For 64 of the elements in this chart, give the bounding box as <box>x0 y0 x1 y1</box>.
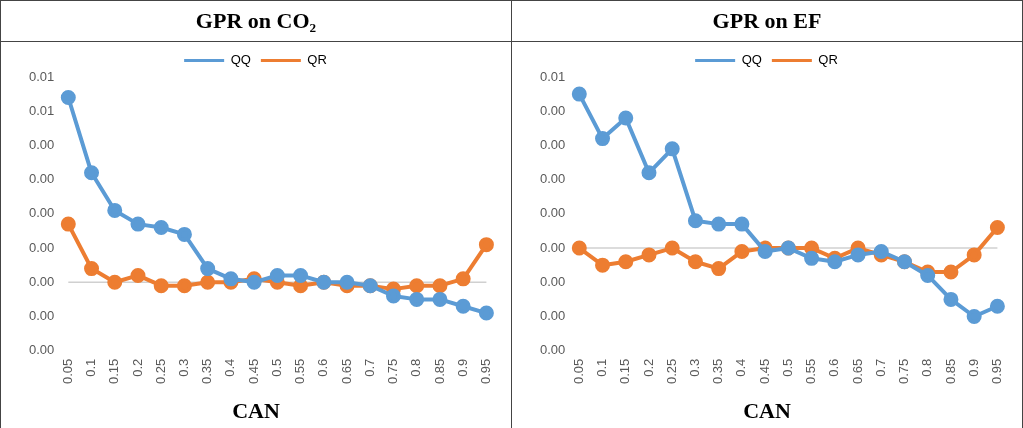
x-tick-label: 0.85 <box>942 358 958 385</box>
x-tick-label: 0.7 <box>872 358 888 377</box>
x-axis-title: CAN <box>742 398 792 424</box>
y-tick-label: 0.00 <box>28 308 55 324</box>
x-tick-label: 0.95 <box>988 358 1004 385</box>
y-tick-label: 0.00 <box>539 273 566 289</box>
y-tick-label: 0.00 <box>539 171 566 187</box>
x-tick-label: 0.45 <box>245 358 261 385</box>
y-tick-label: 0.00 <box>28 342 55 358</box>
x-tick-label: 0.8 <box>919 358 935 377</box>
y-tick-label: 0.00 <box>28 239 55 255</box>
legend-label: QQ <box>230 52 251 68</box>
x-tick-label: 0.55 <box>292 358 308 385</box>
x-tick-label: 0.45 <box>756 358 772 385</box>
y-tick-label: 0.00 <box>539 137 566 152</box>
x-tick-label: 0.05 <box>59 358 75 385</box>
x-tick-label: 0.95 <box>477 358 493 385</box>
y-tick-label: 0.01 <box>539 68 566 84</box>
x-tick-label: 0.4 <box>222 358 238 377</box>
x-tick-label: 0.55 <box>803 358 819 385</box>
x-tick-label: 0.1 <box>83 358 99 377</box>
x-tick-label: 0.1 <box>594 358 610 377</box>
x-tick-label: 0.15 <box>106 358 122 385</box>
x-tick-label: 0.2 <box>640 358 656 377</box>
y-tick-label: 0.00 <box>28 205 55 221</box>
x-tick-label: 0.2 <box>129 358 145 377</box>
y-tick-label: 0.00 <box>539 342 566 358</box>
x-tick-label: 0.9 <box>965 358 981 377</box>
x-tick-label: 0.15 <box>617 358 633 385</box>
x-tick-label: 0.3 <box>176 358 192 377</box>
chart-title: GPR on EF <box>512 0 1022 42</box>
x-tick-label: 0.65 <box>338 358 354 385</box>
x-tick-label: 0.5 <box>268 358 284 377</box>
x-tick-label: 0.5 <box>779 358 795 377</box>
y-tick-label: 0.01 <box>28 102 55 118</box>
legend-label: QR <box>818 52 838 68</box>
y-tick-label: 0.00 <box>28 171 55 187</box>
y-tick-label: 0.00 <box>539 205 566 221</box>
x-tick-label: 0.35 <box>710 358 726 385</box>
y-tick-label: 0.00 <box>28 137 55 152</box>
y-tick-label: 0.00 <box>539 239 566 255</box>
x-tick-label: 0.65 <box>849 358 865 385</box>
x-tick-label: 0.85 <box>431 358 447 385</box>
x-tick-label: 0.9 <box>454 358 470 377</box>
y-tick-label: 0.00 <box>28 273 55 289</box>
y-tick-label: 0.01 <box>28 68 55 84</box>
chart-title: GPR on CO₂ <box>1 0 511 42</box>
x-tick-label: 0.35 <box>199 358 215 385</box>
x-tick-label: 0.25 <box>152 358 168 385</box>
legend-label: QR <box>307 52 327 68</box>
y-tick-label: 0.00 <box>539 308 566 324</box>
x-tick-label: 0.75 <box>896 358 912 385</box>
y-tick-label: 0.00 <box>539 102 566 118</box>
legend-label: QQ <box>741 52 762 68</box>
x-tick-label: 0.8 <box>408 358 424 377</box>
x-axis-title: CAN <box>231 398 281 424</box>
x-tick-label: 0.05 <box>570 358 586 385</box>
x-tick-label: 0.6 <box>826 358 842 377</box>
x-tick-label: 0.7 <box>361 358 377 377</box>
x-tick-label: 0.3 <box>687 358 703 377</box>
x-tick-label: 0.75 <box>385 358 401 385</box>
x-tick-label: 0.25 <box>663 358 679 385</box>
x-tick-label: 0.4 <box>733 358 749 377</box>
x-tick-label: 0.6 <box>315 358 331 377</box>
